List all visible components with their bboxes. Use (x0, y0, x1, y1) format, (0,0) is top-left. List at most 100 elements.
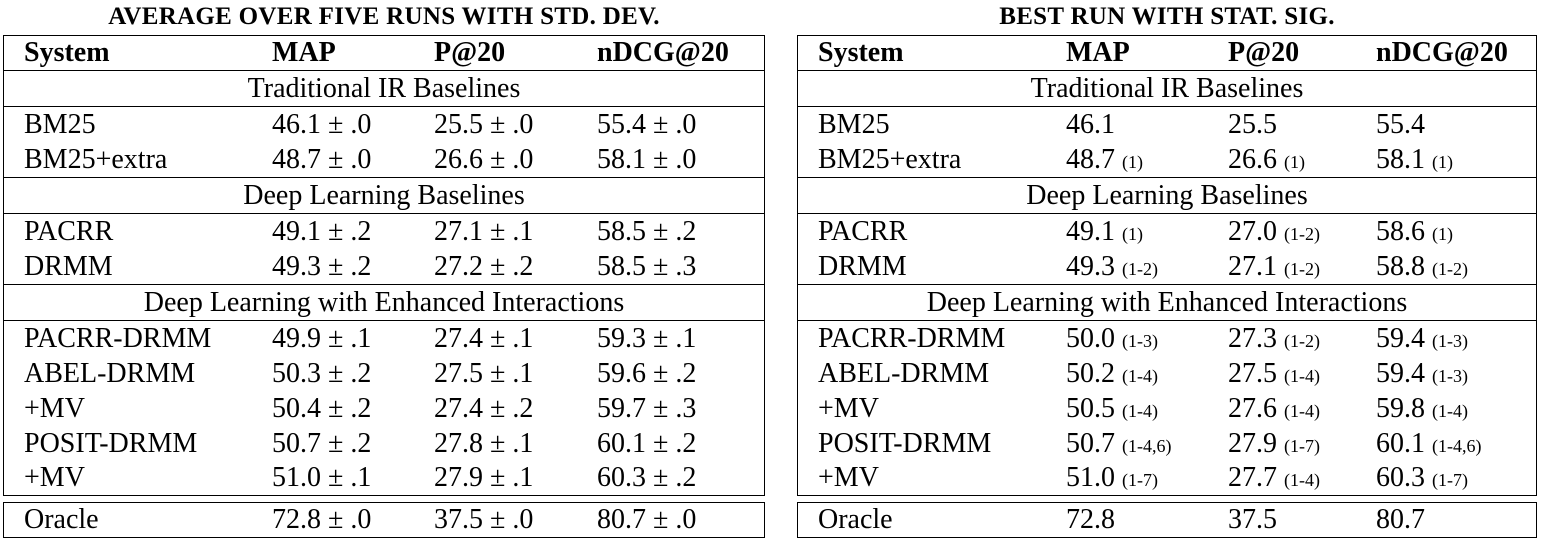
map-cell: 50.0 (1-3) (1066, 323, 1228, 355)
header-map: MAP (272, 37, 336, 68)
table-row: PACRR-DRMM 50.0 (1-3) 27.3 (1-2) 59.4 (1… (798, 321, 1536, 356)
system-name: ABEL-DRMM (24, 357, 196, 389)
map-significance: (1-3) (1122, 330, 1158, 351)
system-name: Oracle (818, 503, 893, 535)
system-name: DRMM (24, 250, 113, 282)
system-name: +MV (818, 462, 879, 493)
ndcg-cell: 60.1 (1-4,6) (1376, 428, 1526, 460)
map-value: 50.0 (1066, 322, 1115, 354)
ndcg-value: 58.1 (1376, 143, 1425, 175)
p20-cell: 27.9 (1-7) (1228, 428, 1376, 460)
map-cell: 46.1 (1066, 109, 1228, 141)
p20-significance: (1) (1284, 151, 1305, 172)
map-value: 50.5 (1066, 392, 1115, 424)
map-value: 46.1 ± .0 (272, 108, 372, 140)
ndcg-value: 58.5 ± .3 (597, 250, 697, 282)
map-value: 72.8 (1066, 503, 1115, 535)
map-significance: (1-4) (1122, 365, 1158, 386)
section-heading: Deep Learning Baselines (4, 177, 764, 214)
system-name: BM25+extra (818, 143, 962, 175)
ndcg-cell: 58.1 (1) (1376, 144, 1526, 176)
system-name: PACRR-DRMM (24, 322, 212, 354)
section-heading: Traditional IR Baselines (4, 71, 764, 107)
map-cell: 50.7 (1-4,6) (1066, 428, 1228, 460)
system-name: PACRR (24, 215, 114, 247)
map-value: 51.0 ± .1 (272, 462, 372, 493)
header-system: System (24, 37, 110, 68)
system-name: ABEL-DRMM (818, 357, 990, 389)
ndcg-value: 58.6 (1376, 215, 1425, 247)
p20-cell: 26.6 (1) (1228, 144, 1376, 176)
system-name: +MV (24, 392, 85, 424)
table-row: +MV 51.0 (1-7) 27.7 (1-4) 60.3 (1-7) (798, 461, 1536, 495)
map-value: 49.1 (1066, 215, 1115, 247)
header-map: MAP (1066, 37, 1130, 68)
table-row: ABEL-DRMM 50.3 ± .2 27.5 ± .1 59.6 ± .2 (4, 356, 764, 391)
map-value: 49.1 ± .2 (272, 215, 372, 247)
map-significance: (1-7) (1122, 470, 1158, 490)
p20-value: 27.1 ± .1 (434, 215, 534, 247)
map-value: 50.3 ± .2 (272, 357, 372, 389)
system-name: Oracle (24, 503, 99, 535)
map-value: 50.7 (1066, 427, 1115, 459)
system-name: POSIT-DRMM (24, 427, 198, 459)
p20-significance: (1-2) (1284, 258, 1320, 279)
p20-cell: 27.1 (1-2) (1228, 251, 1376, 283)
p20-cell: 27.6 (1-4) (1228, 393, 1376, 425)
map-value: 50.4 ± .2 (272, 392, 372, 424)
map-significance: (1-2) (1122, 258, 1158, 279)
p20-cell: 25.5 (1228, 109, 1376, 141)
p20-value: 27.2 ± .2 (434, 250, 534, 282)
ndcg-value: 58.5 ± .2 (597, 215, 697, 247)
oracle-table: Oracle 72.8 37.5 80.7 (797, 502, 1537, 538)
section-heading: Deep Learning Baselines (798, 177, 1536, 214)
header-p20: P@20 (1228, 37, 1300, 68)
p20-value: 27.9 ± .1 (434, 462, 534, 493)
ndcg-value: 59.4 (1376, 357, 1425, 389)
ndcg-significance: (1-3) (1432, 365, 1468, 386)
p20-value: 26.6 ± .0 (434, 143, 534, 175)
system-name: BM25 (818, 108, 890, 140)
map-cell: 50.5 (1-4) (1066, 393, 1228, 425)
map-value: 49.3 (1066, 250, 1115, 282)
table-row: PACRR-DRMM 49.9 ± .1 27.4 ± .1 59.3 ± .1 (4, 321, 764, 356)
map-cell: 48.7 (1) (1066, 144, 1228, 176)
system-name: BM25 (24, 108, 96, 140)
oracle-row: Oracle 72.8 ± .0 37.5 ± .0 80.7 ± .0 (4, 503, 764, 536)
ndcg-value: 80.7 (1376, 503, 1425, 535)
p20-value: 27.5 ± .1 (434, 357, 534, 389)
p20-significance: (1-2) (1284, 223, 1320, 244)
p20-cell: 27.5 (1-4) (1228, 358, 1376, 390)
ndcg-significance: (1-7) (1432, 470, 1468, 490)
p20-cell: 27.3 (1-2) (1228, 323, 1376, 355)
table-row: PACRR 49.1 (1) 27.0 (1-2) 58.6 (1) (798, 214, 1536, 249)
map-significance: (1) (1122, 151, 1143, 172)
system-name: +MV (24, 462, 85, 493)
ndcg-significance: (1-2) (1432, 258, 1468, 279)
ndcg-significance: (1-4) (1432, 400, 1468, 421)
map-value: 49.9 ± .1 (272, 322, 372, 354)
ndcg-value: 59.8 (1376, 392, 1425, 424)
ndcg-value: 60.3 ± .2 (597, 462, 697, 493)
header-p20: P@20 (434, 37, 506, 68)
ndcg-significance: (1-3) (1432, 330, 1468, 351)
ndcg-significance: (1) (1432, 223, 1453, 244)
ndcg-cell: 59.8 (1-4) (1376, 393, 1526, 425)
panel-title: BEST RUN WITH STAT. SIG. (999, 3, 1335, 30)
map-cell: 50.2 (1-4) (1066, 358, 1228, 390)
map-value: 46.1 (1066, 108, 1115, 140)
map-value: 50.7 ± .2 (272, 427, 372, 459)
p20-value: 27.0 (1228, 215, 1277, 247)
p20-significance: (1-4) (1284, 400, 1320, 421)
map-value: 50.2 (1066, 357, 1115, 389)
ndcg-value: 59.6 ± .2 (597, 357, 697, 389)
system-name: DRMM (818, 250, 907, 282)
section-heading: Traditional IR Baselines (798, 71, 1536, 107)
table-row: BM25 46.1 25.5 55.4 (798, 107, 1536, 142)
section-heading: Deep Learning with Enhanced Interactions (798, 284, 1536, 321)
p20-value: 27.8 ± .1 (434, 427, 534, 459)
map-value: 51.0 (1066, 462, 1115, 493)
p20-significance: (1-2) (1284, 330, 1320, 351)
ndcg-cell: 55.4 (1376, 109, 1526, 141)
p20-significance: (1-7) (1284, 435, 1320, 456)
